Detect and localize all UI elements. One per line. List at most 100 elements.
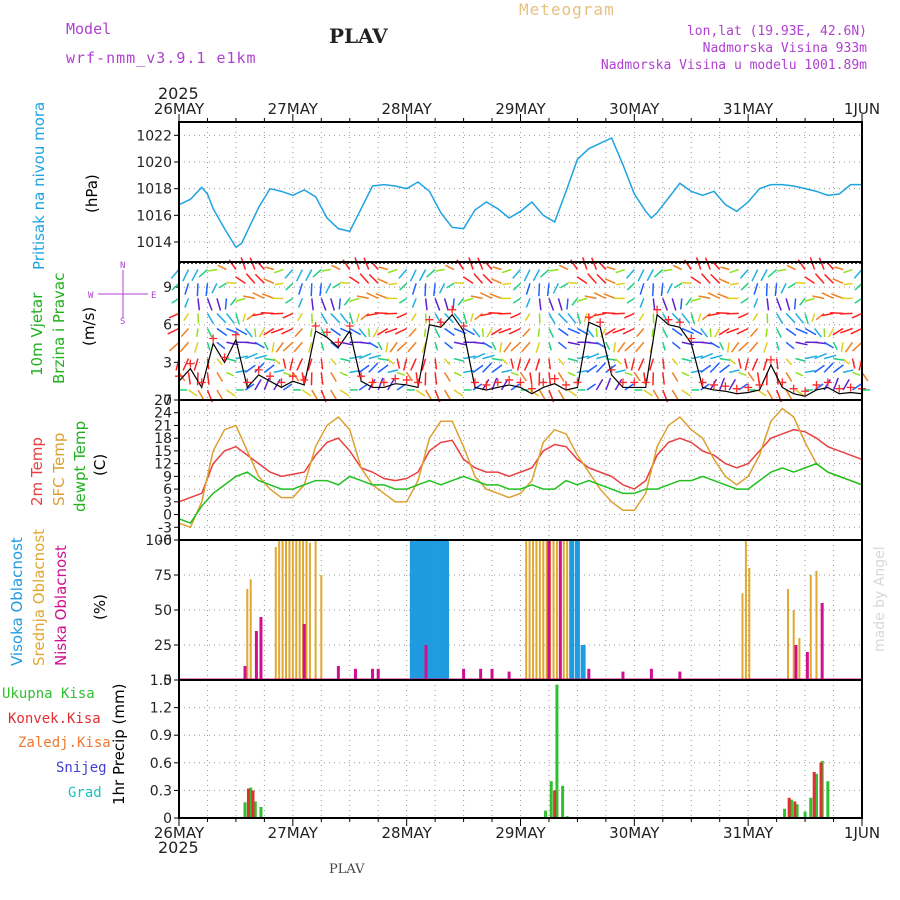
wind-barb [182, 269, 190, 282]
wind-barb [331, 264, 341, 271]
bar-clouds-0 [413, 540, 419, 680]
x-tick-label-top: 1JUN [844, 100, 880, 118]
wind-barb [804, 313, 809, 325]
wind-barb [637, 358, 645, 371]
bar-clouds-2 [820, 603, 824, 680]
wind-barb [270, 327, 284, 334]
compass-w: W [88, 291, 94, 301]
wind-barb [282, 383, 293, 391]
wind-barb [320, 358, 324, 370]
wind-barb [681, 389, 691, 397]
y-tick-label: 0 [163, 393, 172, 409]
wind-barb [740, 297, 749, 304]
wind-barb [719, 377, 726, 391]
wind-gust-marker [618, 378, 627, 387]
wind-barb [320, 342, 325, 351]
wind-barb [388, 282, 398, 286]
station-title: PLAV [329, 24, 388, 48]
wind-barb [330, 372, 337, 382]
wind-barb [387, 369, 399, 374]
wind-barb [737, 312, 749, 319]
y-tick-label: 1014 [136, 235, 172, 251]
wind-barb [273, 369, 285, 374]
wind-barb [182, 358, 190, 371]
wind-barb [242, 313, 247, 322]
bar-clouds-1 [744, 540, 747, 680]
wind-barb [710, 354, 723, 360]
wind-barb [523, 358, 531, 371]
bar-clouds-2 [547, 540, 551, 680]
wind-barb [719, 341, 725, 351]
wind-barb [635, 341, 645, 353]
wind-barb [852, 383, 862, 391]
y-tick-label: -3 [158, 520, 172, 536]
series-wind-speed [178, 313, 863, 397]
y-tick-label: 0 [163, 811, 172, 827]
wind-gust-marker [789, 384, 798, 393]
bar-clouds-1 [288, 540, 291, 680]
compass-e: E [151, 291, 156, 301]
wind-barb [606, 266, 616, 271]
y-tick-label: 0.9 [150, 728, 172, 744]
wind-barb [681, 312, 691, 324]
y-tick-label: 1016 [136, 208, 172, 224]
wind-barb [590, 257, 598, 270]
bar-clouds-1 [291, 540, 294, 680]
bar-clouds-1 [246, 589, 249, 680]
wind-barb [671, 341, 681, 350]
wind-barb [377, 341, 383, 351]
wind-barb [646, 269, 654, 282]
wind-barb [320, 372, 324, 385]
wind-barb [261, 293, 275, 300]
wind-barb [196, 328, 199, 337]
wind-barb [311, 389, 319, 401]
wind-barb [235, 355, 249, 360]
wind-barb [548, 328, 555, 338]
wind-barb [681, 327, 694, 335]
wind-gust-marker [630, 378, 639, 387]
wind-barb [235, 276, 246, 284]
wind-barb [191, 269, 199, 282]
wind-barb [586, 364, 598, 374]
wind-barb [194, 342, 199, 353]
wind-barb [595, 362, 606, 373]
wind-barb [167, 327, 180, 335]
bar-clouds-1 [815, 570, 818, 680]
y-tick-label: 12 [154, 457, 172, 473]
wind-barb [384, 327, 398, 334]
wind-barb [443, 389, 452, 401]
y-tick-label: 3 [163, 355, 172, 371]
wind-barb [538, 389, 547, 401]
wind-barb [538, 283, 541, 297]
wind-barb [339, 371, 348, 377]
wind-barb [358, 352, 372, 360]
wind-barb [330, 341, 340, 350]
wind-barb [349, 297, 360, 302]
wind-barb [566, 298, 569, 310]
wind-barb [719, 364, 731, 373]
wind-barb [296, 269, 303, 282]
wind-barb [339, 389, 350, 397]
bar-clouds-1 [298, 540, 301, 680]
wind-barb [567, 281, 578, 285]
wind-barb [499, 342, 503, 353]
wind-barb [614, 378, 623, 391]
wind-barb [452, 298, 455, 310]
wind-barb [577, 355, 590, 360]
wind-barb [749, 327, 759, 338]
wind-barb [170, 269, 180, 279]
x-tick-label-bottom: 31MAY [723, 824, 774, 842]
bar-clouds-1 [555, 540, 558, 680]
wind-barb [206, 298, 213, 311]
wind-barb [375, 293, 388, 300]
series-line-temperature-1 [178, 407, 863, 529]
wind-barb [701, 312, 711, 321]
y-tick-label: 100 [145, 533, 172, 549]
wind-barb [525, 283, 531, 295]
bar-clouds-2 [254, 631, 258, 680]
wind-barb [852, 371, 861, 377]
wind-gust-marker [744, 383, 753, 392]
bar-clouds-0 [420, 540, 426, 680]
wind-barb [226, 371, 235, 377]
wind-barb [258, 328, 266, 338]
